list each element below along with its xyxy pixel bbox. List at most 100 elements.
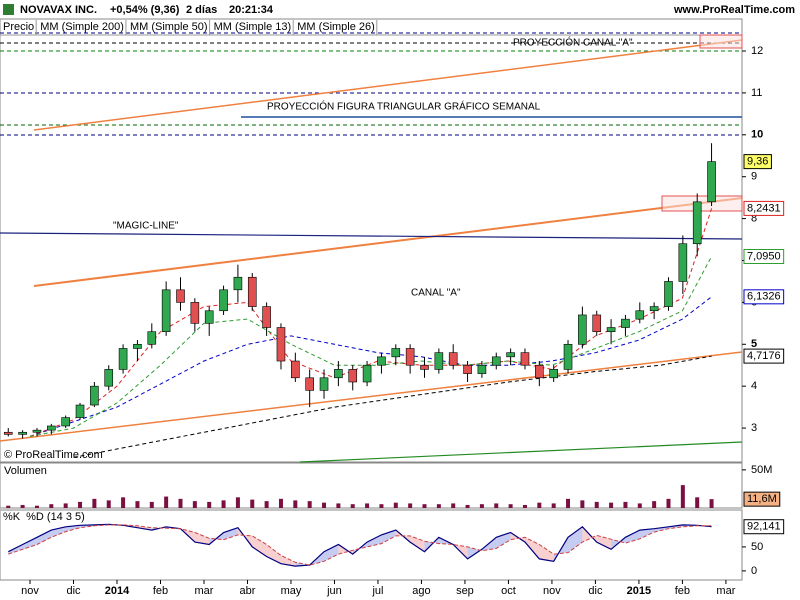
volume-bar xyxy=(479,504,484,508)
stochastic-fill xyxy=(625,530,640,544)
y-tick-label: 3 xyxy=(751,422,757,434)
label-box xyxy=(743,348,785,364)
candle-body xyxy=(348,369,358,383)
legend-entry: %K xyxy=(3,511,21,523)
volume-bar xyxy=(350,504,355,508)
volume-bar xyxy=(221,500,226,508)
candle-body xyxy=(262,306,271,328)
candle-body xyxy=(707,161,716,203)
label-box xyxy=(743,491,781,507)
y-tick-label: 50 xyxy=(751,541,763,553)
last-value-label: 9,36 xyxy=(743,154,772,170)
volume-bar xyxy=(709,499,714,508)
candle-body xyxy=(391,348,401,358)
stochastic-panel-frame xyxy=(0,509,743,581)
stochastic-fill xyxy=(280,555,296,567)
candle-body xyxy=(176,289,185,303)
legend-entry: MM (Simple 26) xyxy=(297,21,375,33)
volume-bar xyxy=(149,501,154,508)
x-tick-label: 2015 xyxy=(627,585,651,597)
volume-bar xyxy=(580,500,585,508)
moving-average xyxy=(29,296,712,437)
candle-body xyxy=(219,289,228,312)
stochastic-fill xyxy=(223,527,238,540)
candle-body xyxy=(377,356,386,366)
magic-line xyxy=(0,232,743,240)
volume-bar xyxy=(178,498,183,508)
legend-entry: Precio xyxy=(3,21,34,33)
y-tick-label: 50M xyxy=(751,464,772,476)
volume-bar xyxy=(336,503,341,508)
volume-bar xyxy=(393,502,398,508)
candle-body xyxy=(147,331,157,345)
stochastic-fill xyxy=(639,528,655,539)
candle-body xyxy=(463,364,472,374)
candle-body xyxy=(649,306,659,312)
candle-body xyxy=(434,352,444,370)
candle-body xyxy=(448,352,458,366)
candle-body xyxy=(535,364,544,379)
stochastic-line xyxy=(8,523,712,567)
candle-body xyxy=(520,352,530,366)
legend-entry: MM (Simple 200) xyxy=(40,21,124,33)
candle-body xyxy=(549,369,558,379)
label-box xyxy=(743,519,785,535)
volume-bar xyxy=(322,502,327,508)
stochastic-fill xyxy=(266,544,281,564)
volume-bar xyxy=(508,504,513,508)
candle-body xyxy=(319,377,329,391)
y-tick-label: 9 xyxy=(751,171,757,183)
candle-body xyxy=(621,318,630,328)
volume-bar xyxy=(207,501,212,508)
volume-bar xyxy=(49,504,54,508)
stochastic-fill xyxy=(194,532,210,545)
candle-body xyxy=(592,314,602,333)
y-tick-label: 11 xyxy=(751,87,762,99)
y-tick-label: 5 xyxy=(751,338,757,350)
volume-panel-frame xyxy=(0,462,743,509)
volume-bar xyxy=(78,501,83,508)
volume-bar xyxy=(293,500,298,508)
volume-bar xyxy=(365,503,370,508)
last-value-label: 92,141 xyxy=(743,519,785,535)
panel-title: Volumen xyxy=(4,465,47,477)
symbol-icon xyxy=(3,4,14,15)
volume-bar xyxy=(264,501,269,508)
volume-bar xyxy=(422,504,427,508)
volume-bar xyxy=(20,504,25,508)
candle-body xyxy=(491,356,501,366)
x-tick-label: mar xyxy=(716,585,735,597)
stochastic-line xyxy=(8,524,712,566)
volume-bar xyxy=(666,498,671,508)
price-panel-frame xyxy=(0,18,743,463)
volume-bar xyxy=(494,503,499,508)
candle-body xyxy=(204,310,214,324)
x-tick-label: sep xyxy=(456,585,474,597)
y-tick-label: 12 xyxy=(751,45,763,57)
candle-body xyxy=(291,360,300,379)
candle-body xyxy=(563,343,573,370)
volume-bar xyxy=(34,505,39,508)
moving-average xyxy=(29,208,713,437)
x-tick-label: oct xyxy=(501,585,516,597)
copyright: © ProRealTime.com xyxy=(4,449,103,461)
label-text: 9,36 xyxy=(747,156,768,168)
candle-body xyxy=(362,364,372,383)
label-box xyxy=(743,200,785,216)
stochastic-fill xyxy=(596,535,612,550)
stochastic-fill xyxy=(22,537,37,550)
x-tick-label: ago xyxy=(412,585,430,597)
label-box xyxy=(743,154,772,170)
candle-body xyxy=(104,369,114,387)
legend-entry: MM (Simple 50) xyxy=(130,21,208,33)
period: 2 días xyxy=(186,4,217,16)
volume-bar xyxy=(551,503,556,508)
last-value-label: 11,6M xyxy=(743,491,781,507)
stochastic-fill xyxy=(381,530,396,544)
x-tick-label: jun xyxy=(326,585,342,597)
candle-body xyxy=(75,404,85,418)
candle-body xyxy=(477,364,487,374)
x-tick-label: nov xyxy=(543,585,561,597)
moving-average xyxy=(73,355,712,458)
